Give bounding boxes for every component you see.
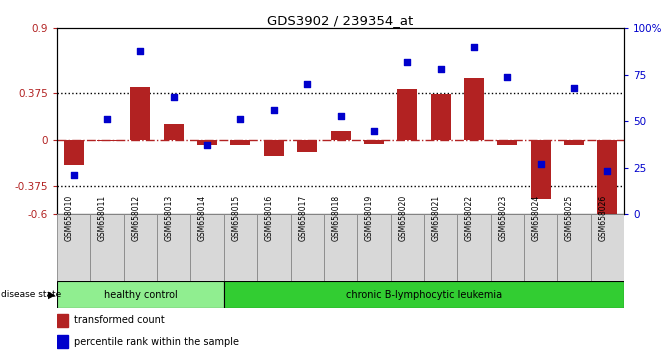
Text: GSM658019: GSM658019 <box>365 194 374 241</box>
Bar <box>524 214 558 281</box>
Bar <box>64 140 84 165</box>
Bar <box>324 214 357 281</box>
Bar <box>558 214 590 281</box>
Bar <box>364 140 384 144</box>
Bar <box>497 140 517 145</box>
Point <box>202 143 213 148</box>
Point <box>268 107 279 113</box>
Bar <box>291 214 324 281</box>
Point <box>68 172 79 178</box>
Bar <box>164 124 184 140</box>
Point <box>336 113 346 119</box>
Bar <box>491 214 524 281</box>
Point <box>435 67 446 72</box>
Text: GSM658014: GSM658014 <box>198 194 207 241</box>
Text: healthy control: healthy control <box>103 290 177 300</box>
Bar <box>97 140 117 141</box>
Text: GSM658025: GSM658025 <box>565 194 574 241</box>
Text: GSM658026: GSM658026 <box>599 194 607 241</box>
Text: GSM658024: GSM658024 <box>531 194 541 241</box>
Bar <box>531 140 551 199</box>
Text: GSM658016: GSM658016 <box>265 194 274 241</box>
Text: GSM658011: GSM658011 <box>98 194 107 241</box>
Point <box>502 74 513 80</box>
Bar <box>391 214 424 281</box>
Bar <box>57 314 68 327</box>
Bar <box>564 140 584 145</box>
Bar <box>424 214 457 281</box>
Bar <box>91 214 123 281</box>
Point <box>602 169 613 174</box>
Text: GSM658021: GSM658021 <box>431 194 441 241</box>
Text: GSM658015: GSM658015 <box>231 194 240 241</box>
Bar <box>331 131 350 140</box>
Bar <box>431 94 451 140</box>
Bar <box>157 214 191 281</box>
Point <box>135 48 146 53</box>
Text: GSM658018: GSM658018 <box>331 194 341 241</box>
Bar <box>464 78 484 140</box>
Text: GSM658012: GSM658012 <box>132 194 140 241</box>
Bar <box>297 140 317 152</box>
Text: ▶: ▶ <box>48 290 56 300</box>
Bar <box>590 214 624 281</box>
Text: GSM658017: GSM658017 <box>298 194 307 241</box>
Point <box>102 116 113 122</box>
Bar <box>457 214 491 281</box>
Point <box>402 59 413 64</box>
Bar <box>597 140 617 214</box>
Text: GSM658020: GSM658020 <box>398 194 407 241</box>
Bar <box>197 140 217 145</box>
Point <box>535 161 546 167</box>
Text: chronic B-lymphocytic leukemia: chronic B-lymphocytic leukemia <box>346 290 502 300</box>
Text: GSM658010: GSM658010 <box>64 194 74 241</box>
Bar <box>57 281 224 308</box>
Point <box>302 81 313 87</box>
Bar <box>224 281 624 308</box>
Bar <box>57 335 68 348</box>
Text: GSM658022: GSM658022 <box>465 194 474 241</box>
Point <box>235 116 246 122</box>
Bar <box>57 214 91 281</box>
Point <box>168 94 179 100</box>
Bar <box>123 214 157 281</box>
Bar <box>191 214 224 281</box>
Text: transformed count: transformed count <box>74 315 165 325</box>
Text: GSM658023: GSM658023 <box>499 194 507 241</box>
Bar <box>257 214 291 281</box>
Bar <box>224 214 257 281</box>
Point <box>368 128 379 133</box>
Text: percentile rank within the sample: percentile rank within the sample <box>74 337 239 347</box>
Point <box>468 44 479 50</box>
Bar <box>397 89 417 140</box>
Bar <box>264 140 284 156</box>
Point <box>568 85 579 91</box>
Bar <box>130 86 150 140</box>
Bar <box>357 214 391 281</box>
Text: GSM658013: GSM658013 <box>165 194 174 241</box>
Title: GDS3902 / 239354_at: GDS3902 / 239354_at <box>268 14 413 27</box>
Bar <box>230 140 250 145</box>
Text: disease state: disease state <box>1 290 62 299</box>
